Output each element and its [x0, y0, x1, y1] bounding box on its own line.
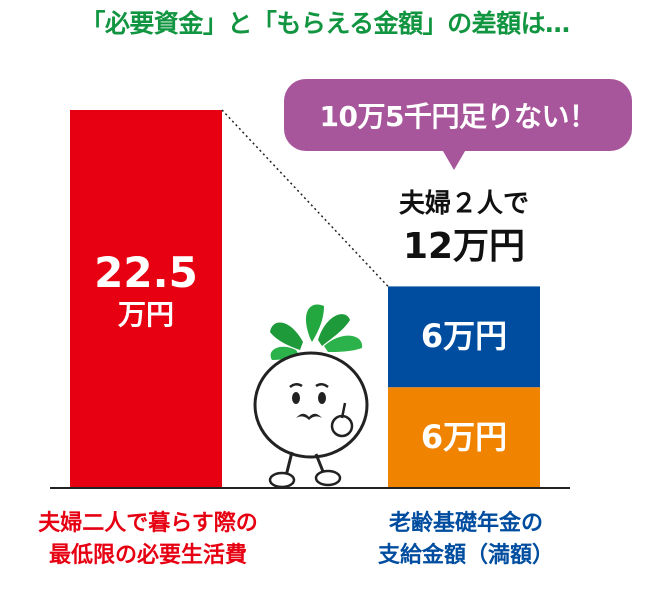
bar-value-label: 22.5 — [94, 248, 198, 297]
right-caption-line2: 支給金額（満額） — [377, 542, 554, 568]
bar-unit-label: 万円 — [117, 298, 174, 331]
shortfall-callout: 10万5千円足りない！ — [284, 79, 632, 151]
left-category-caption: 夫婦二人で暮らす際の 最低限の必要生活費 — [0, 508, 296, 572]
left-caption-line2: 最低限の必要生活費 — [48, 542, 247, 568]
right-category-caption: 老齢基礎年金の 支給金額（満額） — [352, 508, 580, 572]
daikon-mascot-icon — [253, 304, 369, 489]
bars-group — [50, 109, 570, 489]
chart-title: 「必要資金」と「もらえる金額」の差額は… — [80, 9, 570, 38]
right-caption-line1: 老齢基礎年金の — [388, 511, 543, 536]
stack-total-label: 12万円 — [402, 226, 526, 268]
segment-value-label: 6万円 — [420, 417, 508, 456]
bar-living-cost — [70, 110, 222, 488]
segment-value-label: 6万円 — [420, 316, 508, 355]
bar-pension-segment-1 — [388, 387, 540, 488]
left-caption-line1: 夫婦二人で暮らす際の — [38, 511, 258, 536]
callout-tail — [440, 146, 468, 170]
difference-connector — [221, 109, 389, 287]
stack-caption-label: 夫婦２人で — [398, 189, 529, 220]
bar-pension-segment-2 — [388, 286, 540, 388]
